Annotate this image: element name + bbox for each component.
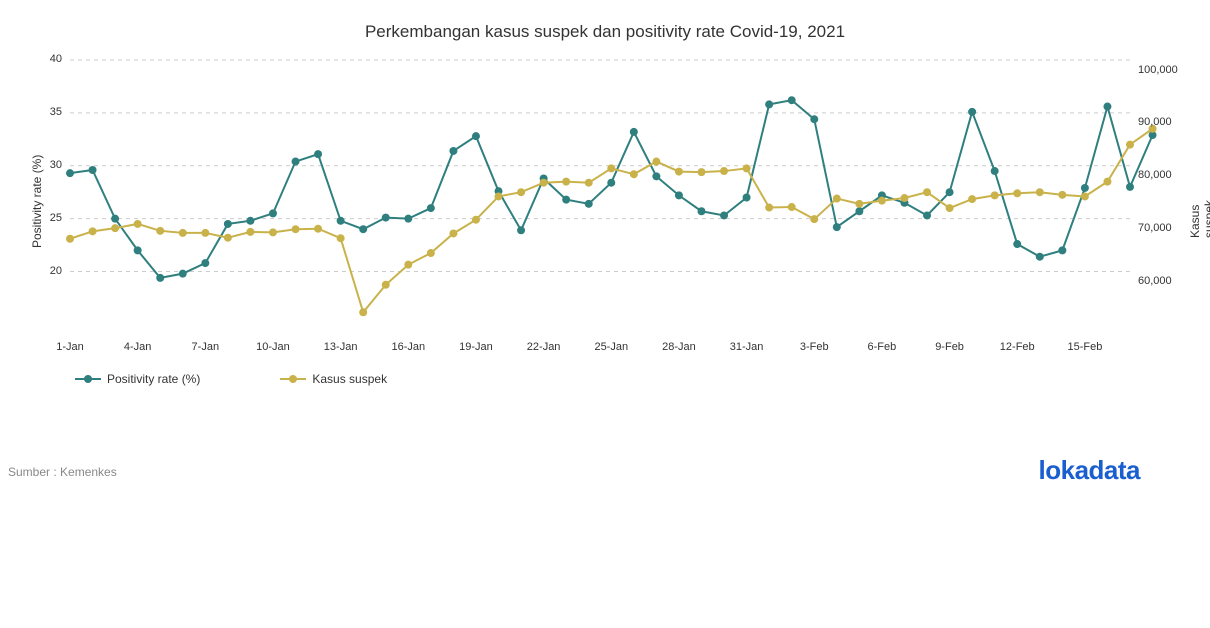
chart-plot-area bbox=[70, 60, 1130, 335]
axis-tick-label: 22-Jan bbox=[527, 341, 561, 353]
axis-tick-label: 6-Feb bbox=[868, 341, 897, 353]
axis-tick-label: 16-Jan bbox=[391, 341, 425, 353]
lokadata-logo: lokadata bbox=[1038, 455, 1140, 486]
axis-tick-label: 90,000 bbox=[1138, 116, 1172, 128]
axis-tick-label: 12-Feb bbox=[1000, 341, 1035, 353]
legend-item: Kasus suspek bbox=[280, 372, 387, 386]
y-axis-right-label: Kasus suspek bbox=[1188, 199, 1210, 237]
axis-tick-label: 40 bbox=[50, 53, 62, 65]
axis-tick-label: 35 bbox=[50, 106, 62, 118]
axis-tick-label: 25 bbox=[50, 212, 62, 224]
axis-tick-label: 10-Jan bbox=[256, 341, 290, 353]
axis-tick-label: 4-Jan bbox=[124, 341, 152, 353]
axis-tick-label: 80,000 bbox=[1138, 169, 1172, 181]
axis-tick-label: 28-Jan bbox=[662, 341, 696, 353]
axis-tick-label: 100,000 bbox=[1138, 64, 1178, 76]
y-axis-left-label: Positivity rate (%) bbox=[30, 154, 44, 247]
axis-tick-label: 30 bbox=[50, 159, 62, 171]
axis-tick-label: 60,000 bbox=[1138, 275, 1172, 287]
axis-tick-label: 9-Feb bbox=[935, 341, 964, 353]
axis-tick-label: 15-Feb bbox=[1067, 341, 1102, 353]
axis-tick-label: 3-Feb bbox=[800, 341, 829, 353]
axis-tick-label: 7-Jan bbox=[192, 341, 220, 353]
axis-tick-label: 31-Jan bbox=[730, 341, 764, 353]
axis-tick-label: 70,000 bbox=[1138, 222, 1172, 234]
legend-label: Positivity rate (%) bbox=[107, 372, 200, 386]
chart-legend: Positivity rate (%) Kasus suspek bbox=[75, 372, 387, 386]
axis-tick-label: 1-Jan bbox=[56, 341, 84, 353]
axis-tick-label: 19-Jan bbox=[459, 341, 493, 353]
axis-tick-label: 20 bbox=[50, 265, 62, 277]
legend-label: Kasus suspek bbox=[312, 372, 387, 386]
source-text: Sumber : Kemenkes bbox=[8, 465, 117, 479]
axis-tick-label: 13-Jan bbox=[324, 341, 358, 353]
chart-title: Perkembangan kasus suspek dan positivity… bbox=[0, 22, 1210, 42]
page-root: Perkembangan kasus suspek dan positivity… bbox=[0, 0, 1210, 628]
axis-tick-label: 25-Jan bbox=[594, 341, 628, 353]
legend-item: Positivity rate (%) bbox=[75, 372, 200, 386]
